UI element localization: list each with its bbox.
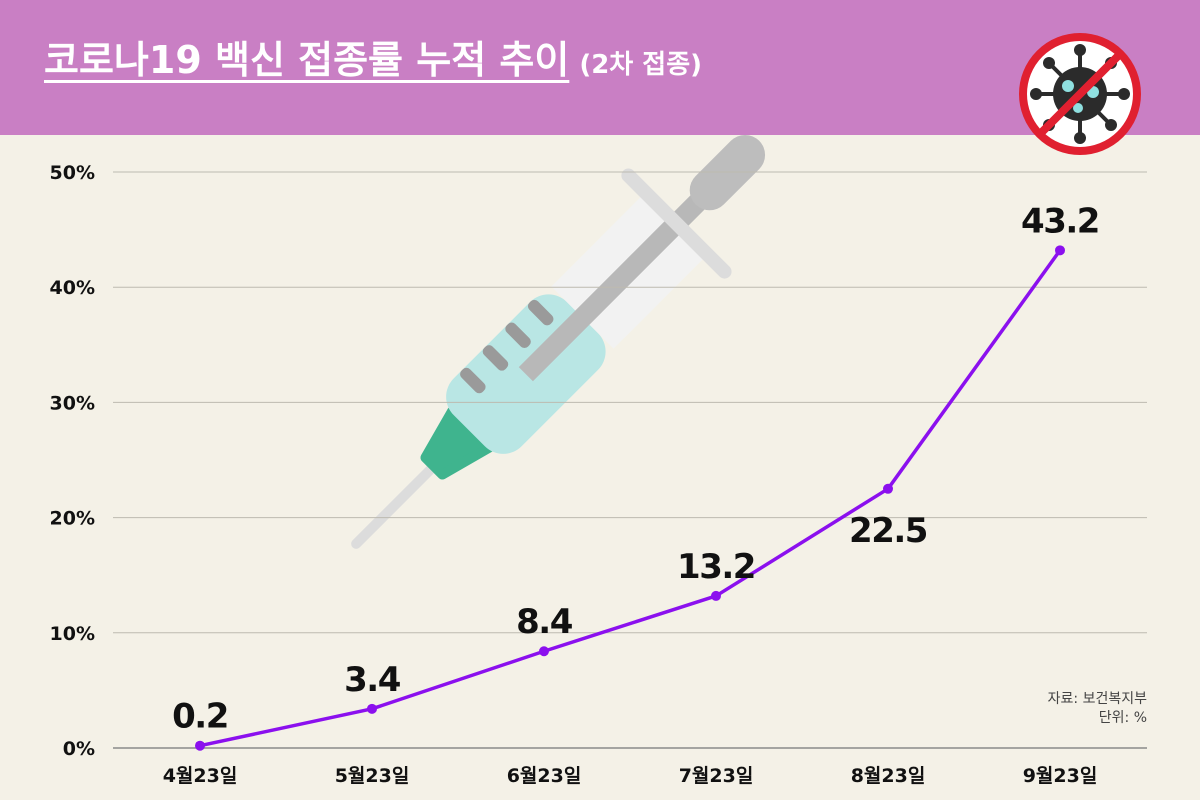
- data-points: [195, 245, 1065, 751]
- series-line: [199, 249, 1062, 748]
- y-tick-label: 0%: [63, 738, 95, 760]
- y-tick-label: 20%: [50, 508, 95, 530]
- data-label: 8.4: [516, 602, 573, 642]
- title-main: 코로나19 백신 접종률 누적 추이: [44, 38, 570, 82]
- title-subtitle: (2차 접종): [579, 50, 702, 80]
- source-note: 자료: 보건복지부 단위: %: [1048, 690, 1147, 728]
- x-tick-label: 7월23일: [679, 765, 754, 787]
- x-axis: 4월23일 5월23일 6월23일 7월23일 8월23일 9월23일: [163, 765, 1098, 787]
- no-virus-icon: [1019, 33, 1141, 155]
- data-point: [883, 483, 893, 494]
- data-point: [711, 590, 721, 601]
- chart-title: 코로나19 백신 접종률 누적 추이 (2차 접종): [44, 38, 702, 82]
- x-tick-label: 5월23일: [335, 765, 410, 787]
- x-tick-label: 4월23일: [163, 765, 238, 787]
- data-label: 0.2: [172, 697, 228, 737]
- data-label: 3.4: [344, 660, 401, 700]
- y-tick-label: 30%: [50, 392, 95, 414]
- unit-text: 단위: %: [1098, 710, 1147, 726]
- header-banner: 코로나19 백신 접종률 누적 추이 (2차 접종): [0, 0, 1200, 135]
- source-text: 자료: 보건복지부: [1047, 691, 1147, 707]
- data-point: [195, 740, 205, 751]
- x-tick-label: 8월23일: [851, 765, 926, 787]
- data-label: 13.2: [677, 547, 755, 587]
- x-tick-label: 6월23일: [507, 765, 582, 787]
- data-point: [1055, 245, 1065, 256]
- y-tick-label: 50%: [50, 162, 95, 184]
- x-tick-label: 9월23일: [1023, 765, 1098, 787]
- data-labels: 0.2 3.4 8.4 13.2 22.5 43.2: [172, 201, 1100, 737]
- grid-lines: [113, 171, 1147, 749]
- data-point: [539, 646, 549, 657]
- y-tick-label: 40%: [50, 277, 95, 299]
- data-label: 43.2: [1021, 201, 1099, 241]
- syringe-icon: [351, 134, 766, 549]
- y-tick-label: 10%: [50, 623, 95, 645]
- y-axis: 0% 10% 20% 30% 40% 50%: [50, 162, 95, 760]
- data-label: 22.5: [849, 511, 927, 551]
- data-point: [367, 703, 377, 714]
